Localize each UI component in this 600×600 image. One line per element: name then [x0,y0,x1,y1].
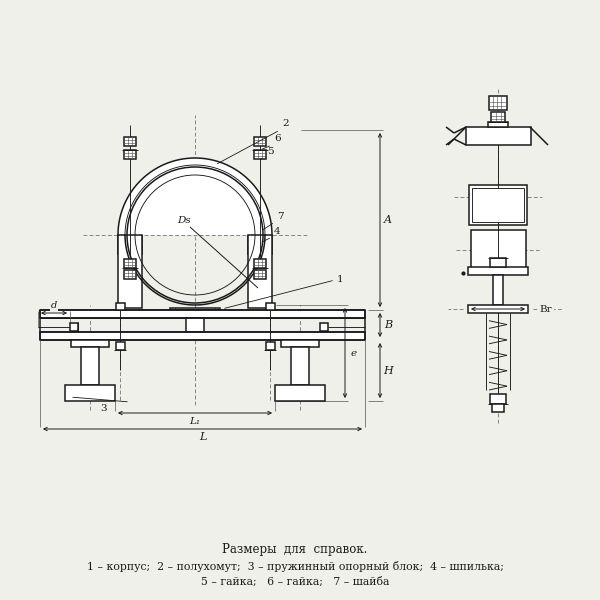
Bar [491,112,505,122]
Text: 6: 6 [274,134,281,143]
Bar [281,340,319,347]
Text: 4: 4 [274,227,281,236]
Bar [493,275,503,305]
Bar [275,385,325,401]
Text: L: L [199,432,206,442]
Bar [116,303,125,310]
Text: d: d [51,301,57,311]
Text: 7: 7 [277,212,284,221]
Bar [40,310,365,318]
Text: 2: 2 [282,119,289,128]
Bar [254,150,266,159]
Bar [490,394,506,404]
Bar [124,259,136,268]
Bar [254,137,266,146]
Bar [124,270,136,279]
Bar [124,137,136,146]
Bar [492,404,504,412]
Bar [118,235,142,308]
Text: 5 – гайка;   6 – гайка;   7 – шайба: 5 – гайка; 6 – гайка; 7 – шайба [201,577,389,587]
Text: Размеры  для  справок.: Размеры для справок. [223,544,368,557]
Bar [116,342,125,350]
Bar [254,270,266,279]
Bar [254,259,266,268]
Bar [468,267,528,275]
Text: B: B [384,320,392,330]
Text: 3: 3 [100,404,107,413]
Bar [170,308,220,310]
Bar [266,342,275,350]
Text: 5: 5 [267,147,274,156]
Bar [489,96,507,110]
Text: 1: 1 [337,275,344,284]
Text: 1 – корпус;  2 – полухомут;  3 – пружинный опорный блок;  4 – шпилька;: 1 – корпус; 2 – полухомут; 3 – пружинный… [86,562,503,572]
Bar [81,347,99,385]
Bar [186,318,204,332]
Bar [490,258,506,267]
Bar [471,230,526,270]
Text: H: H [383,365,393,376]
Bar [466,127,531,145]
Bar [248,235,272,308]
Text: A: A [384,215,392,225]
Bar [266,303,275,310]
Text: Br: Br [539,304,553,313]
Bar [291,347,309,385]
Bar [488,122,508,127]
Text: L₁: L₁ [190,416,200,425]
Text: Ds: Ds [177,216,191,225]
Bar [71,340,109,347]
Polygon shape [118,158,272,235]
Bar [320,323,328,331]
Bar [468,305,528,313]
Text: e: e [351,349,357,358]
Bar [70,323,78,331]
Bar [469,185,527,225]
Bar [472,188,524,222]
Bar [40,332,365,340]
Bar [65,385,115,401]
Bar [124,150,136,159]
